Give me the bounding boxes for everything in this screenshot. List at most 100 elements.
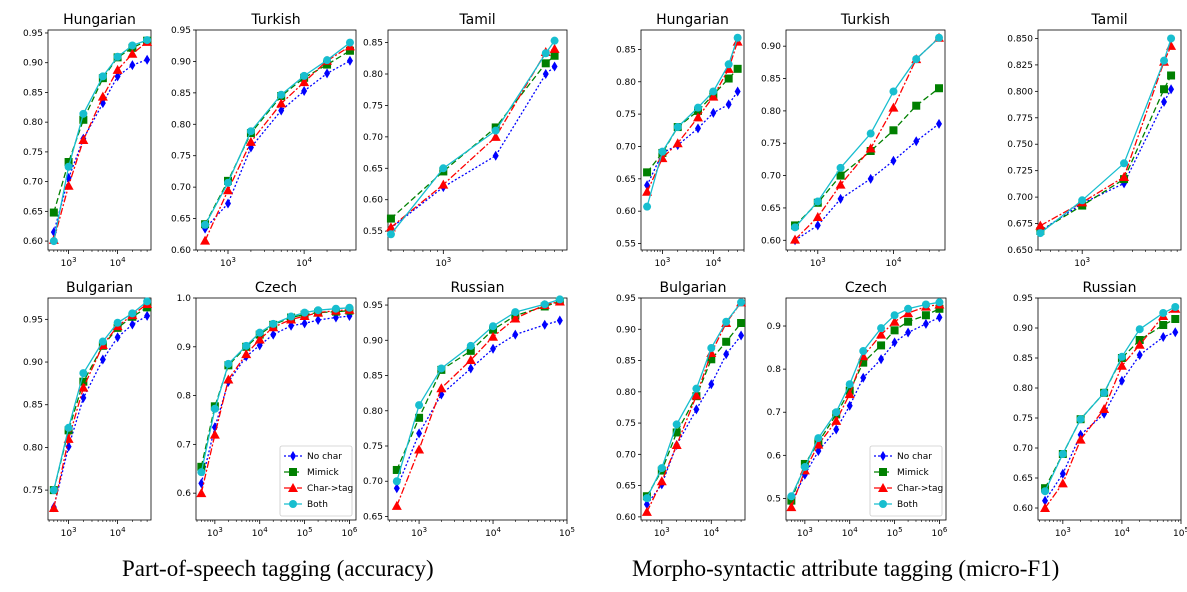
y-tick-label: 0.90 <box>616 325 636 335</box>
chart-panel: Czech 0.6 0.7 0.8 0.9 1.0 103 104 105 106 No char M… <box>177 280 358 539</box>
data-point <box>242 341 251 350</box>
data-point <box>301 318 308 329</box>
series <box>788 312 943 508</box>
data-point <box>725 99 732 110</box>
data-point <box>301 85 308 96</box>
data-point <box>890 311 899 320</box>
data-point <box>488 331 499 341</box>
data-point <box>905 327 912 338</box>
data-point <box>1167 34 1176 43</box>
caption-morpho-tagging: Morpho-syntactic attribute tagging (micr… <box>632 556 1060 581</box>
caption-pos-tagging: Part-of-speech tagging (accuracy) <box>122 556 434 581</box>
y-tick-label: 0.75 <box>363 442 383 452</box>
data-point <box>671 439 682 449</box>
x-tick-label: 105 <box>297 526 313 539</box>
data-point <box>276 98 287 108</box>
y-tick-label: 0.650 <box>1007 246 1033 256</box>
y-tick-label: 0.7 <box>767 408 781 418</box>
data-point <box>439 164 448 173</box>
legend: No char Mimick Char->tag Both <box>869 445 943 517</box>
y-tick-label: 0.90 <box>761 42 781 52</box>
y-tick-label: 0.65 <box>363 164 383 174</box>
data-point <box>549 43 560 53</box>
data-point <box>1160 56 1169 65</box>
axes-frame <box>640 297 746 521</box>
chart-panel: Hungarian 0.55 0.60 0.65 0.70 0.75 0.80 0.85 103… <box>616 12 745 269</box>
y-tick-label: 0.70 <box>171 183 191 193</box>
data-point <box>734 86 741 97</box>
series <box>787 298 944 501</box>
data-point <box>550 51 559 60</box>
x-tick-exponent: 4 <box>308 256 313 264</box>
data-point <box>386 214 395 223</box>
data-point <box>833 424 840 435</box>
chart-panel: Czech 0.5 0.6 0.7 0.8 0.9 103 104 105 106 No char M… <box>767 280 948 539</box>
data-point <box>866 129 875 138</box>
data-point <box>860 372 867 383</box>
series <box>642 298 746 503</box>
y-tick-label: 0.675 <box>1007 220 1033 230</box>
series-line <box>396 300 561 471</box>
chart-title: Bulgarian <box>660 280 727 296</box>
x-tick-exponent: 4 <box>717 256 722 264</box>
series-line <box>390 66 556 229</box>
data-point <box>936 312 943 323</box>
data-point <box>270 329 277 340</box>
data-point <box>210 404 219 413</box>
data-point <box>49 237 58 246</box>
data-point <box>129 319 136 330</box>
data-point <box>345 38 354 47</box>
data-point <box>112 64 123 74</box>
x-tick-label: 103 <box>220 256 236 269</box>
data-point <box>438 179 449 189</box>
data-point <box>891 337 898 348</box>
y-tick-label: 0.70 <box>616 142 636 152</box>
legend-marker <box>288 483 298 492</box>
y-tick-label: 0.80 <box>363 70 383 80</box>
data-point <box>1134 339 1145 349</box>
chart-title: Hungarian <box>656 12 729 28</box>
data-point <box>845 380 854 389</box>
data-point <box>672 420 681 429</box>
data-point <box>936 118 943 129</box>
data-point <box>693 112 704 122</box>
series-line <box>1044 331 1176 502</box>
x-tick-label: 103 <box>435 256 451 269</box>
data-point <box>695 123 702 134</box>
x-tick-label: 103 <box>1074 256 1090 269</box>
data-point <box>201 220 210 229</box>
data-point <box>912 55 921 64</box>
y-tick-label: 0.95 <box>363 301 383 311</box>
x-tick-exponent: 3 <box>231 256 235 264</box>
data-point <box>144 54 151 65</box>
data-point <box>1041 487 1050 496</box>
data-point <box>889 87 898 96</box>
data-point <box>551 61 558 72</box>
chart-title: Russian <box>451 280 505 296</box>
y-tick-label: 0.70 <box>616 450 636 460</box>
data-point <box>1078 196 1087 205</box>
data-point <box>1118 375 1125 386</box>
data-point <box>98 337 107 346</box>
data-point <box>737 319 746 328</box>
y-tick-label: 0.775 <box>1007 114 1033 124</box>
data-point <box>465 355 476 365</box>
y-tick-label: 0.75 <box>761 139 781 149</box>
data-point <box>846 400 853 411</box>
axes-frame <box>195 29 357 251</box>
data-point <box>1100 388 1109 397</box>
data-point <box>324 68 331 79</box>
data-point <box>786 502 797 512</box>
x-tick-exponent: 3 <box>665 526 669 534</box>
legend-label: Char->tag <box>897 484 943 494</box>
data-point <box>709 87 718 96</box>
data-point <box>415 413 424 422</box>
data-point <box>416 428 423 439</box>
data-point <box>723 349 730 360</box>
data-point <box>223 178 232 187</box>
legend-label: Mimick <box>897 468 929 478</box>
data-point <box>223 374 234 384</box>
series <box>791 33 944 232</box>
x-tick-label: 105 <box>887 526 903 539</box>
chart-title: Russian <box>1083 280 1137 296</box>
